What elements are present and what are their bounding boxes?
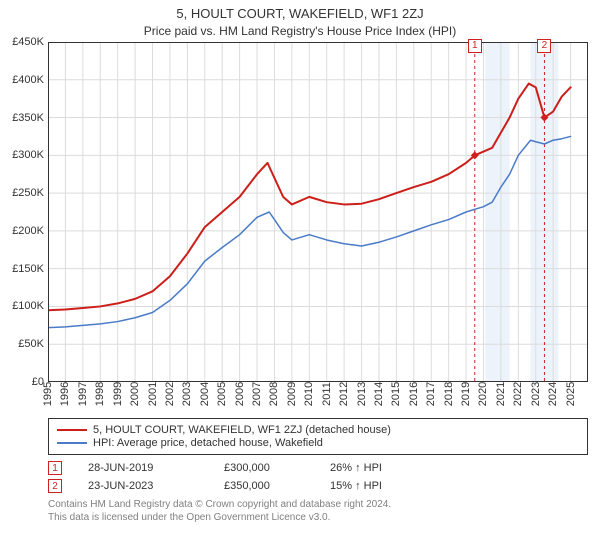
x-tick-label: 2011 xyxy=(321,382,333,406)
x-tick-label: 2008 xyxy=(268,382,280,406)
y-tick-label: £300K xyxy=(12,149,44,161)
x-axis: 1995199619971998199920002001200220032004… xyxy=(48,382,588,422)
y-tick-label: £350K xyxy=(12,112,44,124)
transaction-marker-icon: 1 xyxy=(48,461,62,475)
x-tick-label: 2023 xyxy=(530,382,542,406)
transaction-delta: 26% ↑ HPI xyxy=(330,462,382,474)
x-tick-label: 2001 xyxy=(147,382,159,406)
legend-label: HPI: Average price, detached house, Wake… xyxy=(93,437,323,449)
transaction-date: 28-JUN-2019 xyxy=(88,462,198,474)
y-tick-label: £100K xyxy=(12,300,44,312)
x-tick-label: 2000 xyxy=(129,382,141,406)
x-tick-label: 1997 xyxy=(77,382,89,406)
footer-line: This data is licensed under the Open Gov… xyxy=(48,512,588,525)
legend-item: 5, HOULT COURT, WAKEFIELD, WF1 2ZJ (deta… xyxy=(57,424,579,436)
y-tick-label: £200K xyxy=(12,225,44,237)
y-tick-label: £150K xyxy=(12,263,44,275)
x-tick-label: 2017 xyxy=(425,382,437,406)
chart-svg xyxy=(48,42,588,382)
x-tick-label: 1996 xyxy=(59,382,71,406)
x-tick-label: 2024 xyxy=(547,382,559,406)
transaction-price: £300,000 xyxy=(224,462,304,474)
y-tick-label: £450K xyxy=(12,36,44,48)
legend-swatch xyxy=(57,429,87,431)
x-tick-label: 2019 xyxy=(460,382,472,406)
transaction-marker-icon: 2 xyxy=(48,479,62,493)
chart-subtitle: Price paid vs. HM Land Registry's House … xyxy=(0,21,600,42)
plot-area: 12 xyxy=(48,42,588,382)
chart-marker-box: 2 xyxy=(537,39,551,53)
legend-item: HPI: Average price, detached house, Wake… xyxy=(57,437,579,449)
x-tick-label: 2014 xyxy=(373,382,385,406)
legend: 5, HOULT COURT, WAKEFIELD, WF1 2ZJ (deta… xyxy=(48,418,588,455)
y-tick-label: £400K xyxy=(12,74,44,86)
transaction-row: 2 23-JUN-2023 £350,000 15% ↑ HPI xyxy=(48,477,588,495)
x-tick-label: 2009 xyxy=(286,382,298,406)
x-tick-label: 2015 xyxy=(390,382,402,406)
transaction-date: 23-JUN-2023 xyxy=(88,480,198,492)
footer-attribution: Contains HM Land Registry data © Crown c… xyxy=(48,499,588,524)
x-tick-label: 2012 xyxy=(338,382,350,406)
x-tick-label: 2006 xyxy=(234,382,246,406)
transaction-price: £350,000 xyxy=(224,480,304,492)
x-tick-label: 2022 xyxy=(512,382,524,406)
transaction-delta: 15% ↑ HPI xyxy=(330,480,382,492)
footer-line: Contains HM Land Registry data © Crown c… xyxy=(48,499,588,512)
chart-container: 5, HOULT COURT, WAKEFIELD, WF1 2ZJ Price… xyxy=(0,0,600,560)
x-tick-label: 2018 xyxy=(443,382,455,406)
legend-label: 5, HOULT COURT, WAKEFIELD, WF1 2ZJ (deta… xyxy=(93,424,391,436)
x-tick-label: 2002 xyxy=(164,382,176,406)
chart-title: 5, HOULT COURT, WAKEFIELD, WF1 2ZJ xyxy=(0,0,600,21)
transactions-list: 1 28-JUN-2019 £300,000 26% ↑ HPI 2 23-JUN-202… xyxy=(48,459,588,495)
chart-marker-box: 1 xyxy=(468,39,482,53)
x-tick-label: 2013 xyxy=(356,382,368,406)
x-tick-label: 2005 xyxy=(216,382,228,406)
x-tick-label: 1999 xyxy=(112,382,124,406)
legend-swatch xyxy=(57,442,87,444)
x-tick-label: 2010 xyxy=(303,382,315,406)
x-tick-label: 2004 xyxy=(199,382,211,406)
x-tick-label: 2007 xyxy=(251,382,263,406)
x-tick-label: 1998 xyxy=(94,382,106,406)
x-tick-label: 2025 xyxy=(565,382,577,406)
x-tick-label: 2020 xyxy=(477,382,489,406)
x-tick-label: 1995 xyxy=(42,382,54,406)
transaction-row: 1 28-JUN-2019 £300,000 26% ↑ HPI xyxy=(48,459,588,477)
y-tick-label: £50K xyxy=(18,338,44,350)
x-tick-label: 2003 xyxy=(181,382,193,406)
x-tick-label: 2016 xyxy=(408,382,420,406)
y-tick-label: £250K xyxy=(12,187,44,199)
x-tick-label: 2021 xyxy=(495,382,507,406)
y-axis: £0£50K£100K£150K£200K£250K£300K£350K£400… xyxy=(0,42,48,382)
